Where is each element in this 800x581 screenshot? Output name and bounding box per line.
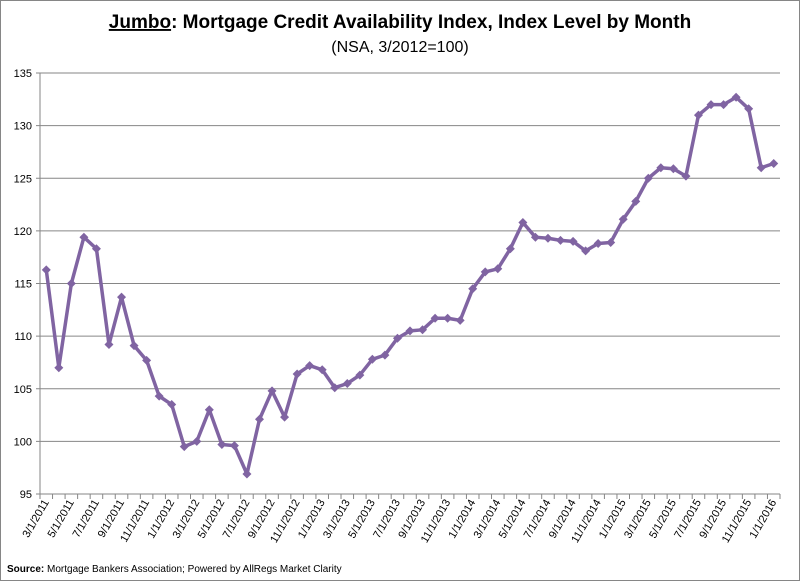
y-tick-label: 120	[14, 226, 32, 238]
point-marker	[668, 164, 678, 174]
point-marker	[518, 217, 528, 227]
point-marker	[656, 163, 666, 173]
source-text: Mortgage Bankers Association; Powered by…	[47, 564, 342, 575]
point-marker	[167, 400, 177, 410]
point-marker	[79, 232, 89, 242]
point-marker	[693, 110, 703, 120]
point-marker	[66, 279, 76, 288]
point-marker	[229, 441, 239, 451]
point-marker	[380, 350, 390, 360]
point-marker	[91, 244, 101, 254]
point-marker	[756, 163, 766, 173]
y-tick-label: 130	[14, 121, 32, 133]
point-marker	[41, 265, 51, 275]
y-tick-label: 135	[14, 68, 32, 80]
point-marker	[342, 378, 352, 388]
y-tick-label: 95	[20, 489, 32, 501]
point-marker	[505, 244, 515, 254]
point-marker	[493, 264, 503, 274]
y-tick-label: 125	[14, 173, 32, 185]
point-marker	[744, 104, 754, 114]
point-marker	[618, 214, 628, 224]
title-text: : Mortgage Credit Availability Index, In…	[171, 12, 691, 33]
point-marker	[142, 355, 152, 365]
point-marker	[556, 235, 566, 245]
point-marker	[405, 326, 415, 336]
point-marker	[480, 267, 490, 277]
point-marker	[217, 440, 227, 450]
point-marker	[455, 315, 465, 325]
y-tick-label: 110	[14, 331, 32, 343]
point-marker	[179, 442, 189, 452]
point-marker	[769, 159, 779, 169]
point-marker	[54, 363, 64, 373]
point-marker	[254, 414, 264, 424]
point-marker	[292, 369, 302, 379]
point-marker	[543, 233, 553, 243]
point-marker	[731, 92, 741, 102]
title-highlight: Jumbo	[109, 12, 171, 33]
y-tick-label: 100	[14, 436, 32, 448]
point-marker	[267, 386, 277, 396]
point-marker	[643, 173, 653, 183]
point-marker	[593, 239, 603, 249]
point-marker	[104, 340, 114, 350]
point-marker	[367, 354, 377, 364]
chart-title: Jumbo: Mortgage Credit Availability Inde…	[109, 12, 691, 33]
point-marker	[681, 171, 691, 181]
point-marker	[418, 325, 428, 335]
point-marker	[631, 196, 641, 206]
source-label: Source:	[7, 564, 44, 575]
point-marker	[280, 412, 290, 422]
point-marker	[154, 391, 164, 401]
point-marker	[719, 100, 729, 110]
point-marker	[430, 313, 440, 323]
source: Source: Mortgage Bankers Association; Po…	[7, 564, 342, 575]
point-marker	[568, 236, 578, 246]
point-marker	[204, 405, 214, 415]
point-marker	[330, 383, 340, 393]
point-marker	[192, 436, 202, 446]
y-tick-label: 115	[14, 279, 32, 291]
point-marker	[706, 100, 716, 110]
point-marker	[117, 292, 127, 302]
chart-subtitle: (NSA, 3/2012=100)	[331, 39, 468, 56]
point-marker	[355, 370, 365, 380]
point-marker	[443, 313, 453, 323]
point-marker	[468, 284, 478, 294]
y-tick-label: 105	[14, 384, 32, 396]
point-marker	[530, 232, 540, 242]
point-marker	[392, 333, 402, 343]
point-marker	[305, 361, 315, 371]
point-marker	[317, 365, 327, 375]
point-marker	[581, 246, 591, 256]
point-marker	[129, 341, 139, 351]
point-marker	[606, 237, 616, 247]
point-marker	[242, 469, 252, 479]
